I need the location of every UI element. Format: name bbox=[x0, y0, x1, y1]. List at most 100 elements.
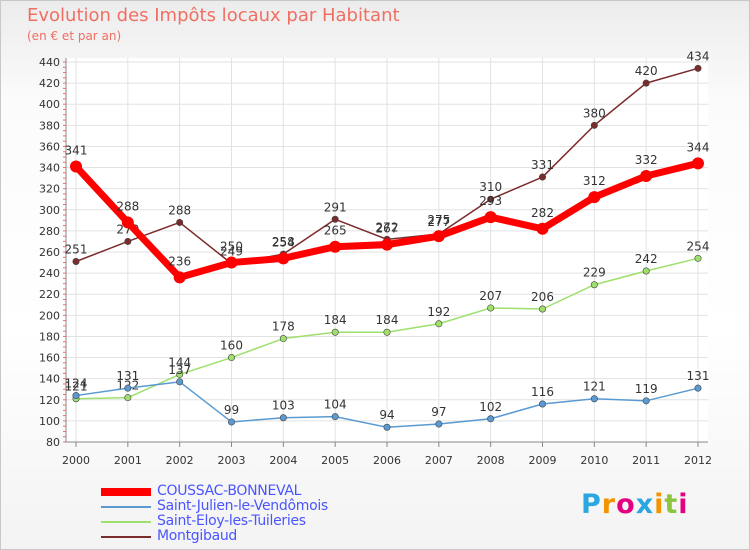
data-point-coussac-bonneval bbox=[640, 170, 653, 182]
data-point-saint-eloy-les-tuileries bbox=[331, 328, 339, 336]
data-point-saint-eloy-les-tuileries bbox=[383, 328, 391, 336]
y-tick-label: 120 bbox=[39, 394, 60, 407]
data-point-saint-eloy-les-tuileries bbox=[279, 335, 287, 343]
data-point-coussac-bonneval bbox=[329, 240, 342, 253]
data-point-coussac-bonneval bbox=[484, 211, 497, 224]
data-label-saint-eloy-les-tuileries: 160 bbox=[220, 339, 243, 353]
data-point-saint-julien-le-vend-mois bbox=[642, 397, 650, 405]
data-point-montgibaud bbox=[72, 257, 80, 265]
data-label-coussac-bonneval: 254 bbox=[272, 235, 295, 249]
data-point-montgibaud bbox=[124, 237, 132, 245]
data-label-saint-eloy-les-tuileries: 254 bbox=[687, 239, 710, 253]
data-label-saint-eloy-les-tuileries: 178 bbox=[272, 320, 295, 334]
legend-label: Saint-Eloy-les-Tuileries bbox=[157, 513, 306, 529]
y-tick-label: 140 bbox=[39, 373, 60, 386]
data-label-saint-eloy-les-tuileries: 184 bbox=[376, 313, 399, 327]
y-tick-label: 420 bbox=[39, 77, 60, 90]
data-label-montgibaud: 258 bbox=[272, 235, 295, 249]
data-label-coussac-bonneval: 312 bbox=[583, 174, 606, 188]
data-point-coussac-bonneval bbox=[432, 230, 445, 243]
data-point-saint-julien-le-vend-mois bbox=[72, 392, 80, 400]
x-tick-label: 2010 bbox=[580, 454, 608, 467]
y-tick-label: 340 bbox=[39, 162, 60, 175]
data-label-coussac-bonneval: 293 bbox=[479, 194, 502, 208]
x-tick-label: 2012 bbox=[684, 454, 712, 467]
y-tick-label: 80 bbox=[46, 436, 60, 449]
data-point-coussac-bonneval bbox=[381, 238, 393, 251]
data-label-coussac-bonneval: 267 bbox=[376, 222, 399, 236]
data-point-saint-eloy-les-tuileries bbox=[176, 370, 184, 378]
data-point-montgibaud bbox=[642, 79, 650, 87]
legend-swatch bbox=[101, 536, 151, 538]
data-label-coussac-bonneval: 344 bbox=[687, 140, 710, 154]
logo-letter: x bbox=[635, 489, 655, 520]
legend-label: COUSSAC-BONNEVAL bbox=[157, 483, 302, 499]
x-tick-label: 2004 bbox=[269, 454, 297, 467]
data-point-coussac-bonneval bbox=[121, 216, 134, 229]
y-tick-label: 380 bbox=[39, 119, 60, 132]
data-label-saint-julien-le-vend-mois: 116 bbox=[531, 385, 554, 399]
data-label-saint-eloy-les-tuileries: 207 bbox=[479, 289, 502, 303]
data-point-saint-julien-le-vend-mois bbox=[176, 378, 184, 386]
data-point-coussac-bonneval bbox=[70, 160, 82, 173]
y-tick-label: 180 bbox=[39, 330, 60, 343]
y-tick-label: 200 bbox=[39, 309, 60, 322]
chart-subtitle: (en € et par an) bbox=[27, 29, 122, 43]
data-point-montgibaud bbox=[590, 121, 598, 129]
data-label-coussac-bonneval: 288 bbox=[116, 199, 139, 213]
data-point-saint-eloy-les-tuileries bbox=[590, 281, 598, 289]
data-label-saint-julien-le-vend-mois: 121 bbox=[583, 380, 606, 394]
x-tick-label: 2006 bbox=[373, 454, 401, 467]
x-tick-label: 2005 bbox=[321, 454, 349, 467]
data-point-coussac-bonneval bbox=[588, 191, 601, 204]
data-point-saint-julien-le-vend-mois bbox=[435, 420, 443, 428]
y-tick-label: 360 bbox=[39, 140, 60, 153]
y-tick-label: 400 bbox=[39, 98, 60, 111]
data-label-montgibaud: 380 bbox=[583, 106, 606, 120]
data-label-coussac-bonneval: 282 bbox=[531, 206, 554, 220]
y-tick-label: 440 bbox=[39, 56, 60, 69]
data-label-coussac-bonneval: 236 bbox=[168, 254, 191, 268]
data-point-saint-eloy-les-tuileries bbox=[538, 305, 546, 313]
x-tick-label: 2011 bbox=[632, 454, 660, 467]
data-point-saint-julien-le-vend-mois bbox=[383, 423, 391, 431]
logo-letter: o bbox=[616, 489, 636, 520]
data-point-saint-julien-le-vend-mois bbox=[590, 395, 598, 403]
legend-label: Montgibaud bbox=[157, 528, 238, 544]
x-tick-label: 2001 bbox=[114, 454, 142, 467]
x-tick-label: 2007 bbox=[425, 454, 453, 467]
data-label-coussac-bonneval: 250 bbox=[220, 240, 243, 254]
data-point-coussac-bonneval bbox=[692, 157, 704, 170]
data-label-saint-eloy-les-tuileries: 144 bbox=[168, 355, 191, 369]
data-label-saint-eloy-les-tuileries: 229 bbox=[583, 266, 606, 280]
data-label-montgibaud: 272 bbox=[376, 220, 399, 234]
logo-letter: t bbox=[664, 489, 679, 520]
data-label-coussac-bonneval: 341 bbox=[65, 144, 88, 158]
data-point-saint-julien-le-vend-mois bbox=[331, 413, 339, 421]
data-point-montgibaud bbox=[176, 218, 184, 226]
data-point-saint-eloy-les-tuileries bbox=[694, 254, 702, 262]
data-label-saint-julien-le-vend-mois: 119 bbox=[635, 382, 658, 396]
data-label-saint-julien-le-vend-mois: 97 bbox=[431, 405, 446, 419]
data-label-montgibaud: 310 bbox=[479, 180, 502, 194]
data-point-saint-julien-le-vend-mois bbox=[538, 400, 546, 408]
data-label-saint-eloy-les-tuileries: 206 bbox=[531, 290, 554, 304]
data-label-saint-julien-le-vend-mois: 94 bbox=[379, 408, 394, 422]
data-point-saint-eloy-les-tuileries bbox=[642, 267, 650, 275]
y-tick-label: 100 bbox=[39, 415, 60, 428]
data-label-montgibaud: 249 bbox=[220, 245, 243, 259]
data-label-saint-eloy-les-tuileries: 121 bbox=[65, 380, 88, 394]
legend-label: Saint-Julien-le-Vendômois bbox=[157, 498, 328, 514]
data-label-saint-eloy-les-tuileries: 192 bbox=[427, 305, 450, 319]
y-tick-label: 220 bbox=[39, 288, 60, 301]
legend-swatch bbox=[101, 488, 151, 496]
x-tick-label: 2008 bbox=[477, 454, 505, 467]
y-tick-label: 260 bbox=[39, 246, 60, 259]
data-label-montgibaud: 331 bbox=[531, 158, 554, 172]
data-label-montgibaud: 288 bbox=[168, 203, 191, 217]
data-point-coussac-bonneval bbox=[536, 222, 549, 235]
data-point-montgibaud bbox=[694, 64, 702, 72]
proxiti-logo: Proxiti bbox=[581, 489, 689, 520]
data-label-saint-julien-le-vend-mois: 102 bbox=[479, 400, 502, 414]
